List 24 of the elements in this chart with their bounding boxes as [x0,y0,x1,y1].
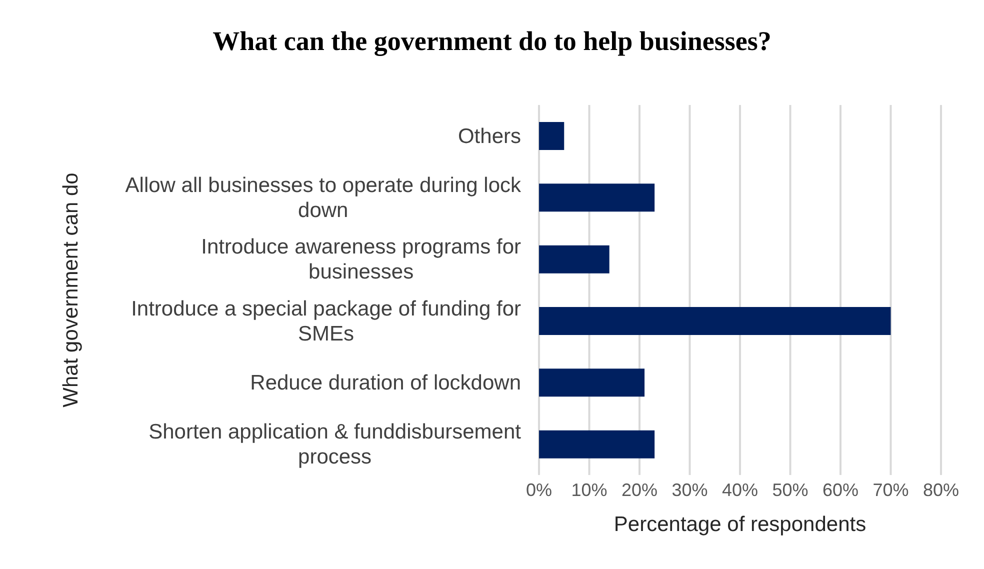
y-tick-label: Others [458,124,522,148]
x-tick-label: 60% [822,480,859,500]
bar [539,430,655,458]
x-tick-label: 50% [772,480,808,500]
bar [539,245,610,274]
y-tick-label: Introduce a special package of funding for SMEs [131,296,522,345]
y-tick-label: Allow all businesses to operate during lock down [125,174,522,222]
y-tick-label: Reduce duration of lockdown [250,371,522,394]
x-axis-title: Percentage of respondents [614,513,866,536]
x-tick-label: 80% [922,480,960,500]
chart-title: What can the government do to help businesses? [212,26,772,57]
bar [539,122,564,150]
x-tick-label: 20% [621,480,658,500]
y-tick-label: Introduce awareness programs for businesses [201,235,522,284]
x-tick-label: 10% [571,480,608,500]
y-tick-label: Shorten application & funddisbursement process [148,420,522,468]
x-tick-label: 0% [526,480,552,500]
x-tick-label: 40% [722,480,758,500]
y-axis-title: What government can do [59,172,82,408]
bar [539,307,891,335]
bar [539,368,645,397]
x-tick-label: 30% [672,480,708,500]
bar [539,184,655,212]
x-tick-label: 70% [872,480,909,500]
